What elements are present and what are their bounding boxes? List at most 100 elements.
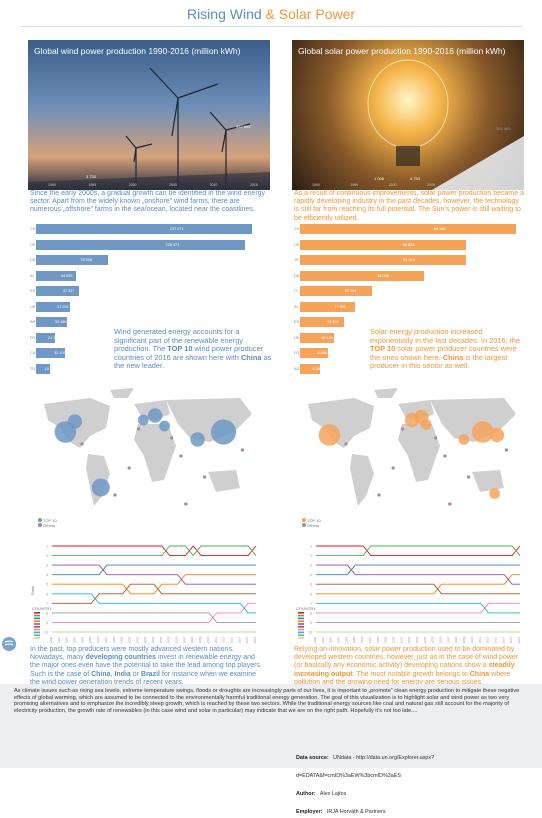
wind-callout-text-3: as the new leader. xyxy=(114,352,272,371)
legend-swatch xyxy=(34,620,40,622)
year-tick-label: 2016 xyxy=(517,636,521,643)
solar-panel-start-value: 1 006 xyxy=(374,176,385,181)
panel-axis-tick: 2005 xyxy=(169,183,177,187)
land-mass xyxy=(472,470,504,492)
year-tick-label: 1999 xyxy=(384,636,388,643)
rank-series-line xyxy=(52,593,256,614)
bar xyxy=(300,363,321,374)
year-tick-label: 1998 xyxy=(112,636,116,643)
legend-swatch xyxy=(298,628,304,631)
panel-axis-tick: 2010 xyxy=(465,183,474,187)
rank-tick-label: 7 xyxy=(310,602,312,606)
legend-dot-top10 xyxy=(38,518,42,522)
rank-tick-label: 2 xyxy=(46,554,48,558)
bar xyxy=(300,255,467,265)
bar-category-label: FR xyxy=(30,335,36,340)
solar-outro-3: where pollution and the growing need for… xyxy=(294,670,511,686)
year-tick-label: 2008 xyxy=(190,636,194,643)
rank-series-line xyxy=(52,564,256,576)
legend-swatch xyxy=(34,634,40,636)
legend-dot-top10 xyxy=(302,518,306,522)
wind-callout: Wind generated energy accounts for a sig… xyxy=(114,327,274,371)
map-bubble xyxy=(159,420,170,432)
year-tick-label: 2005 xyxy=(167,636,171,643)
wind-outro-bold-1: developing countries xyxy=(85,654,157,662)
map-bubble xyxy=(489,488,500,499)
rank-tick-label: 4 xyxy=(310,573,312,577)
year-tick-label: 2009 xyxy=(198,636,202,643)
rank-series-line xyxy=(52,612,256,623)
legend-swatch xyxy=(34,626,40,628)
legend-swatch xyxy=(298,617,304,620)
year-tick-label: 2010 xyxy=(206,636,210,643)
rank-series-line xyxy=(316,602,520,614)
bar-category-label: US xyxy=(30,242,36,247)
bar-value-label: 47 337 xyxy=(62,289,75,293)
legend-swatch xyxy=(34,617,40,620)
year-tick-label: 2000 xyxy=(391,636,395,643)
bar xyxy=(300,270,425,281)
map-bubble-other xyxy=(400,427,405,431)
year-tick-label: 2006 xyxy=(439,636,443,643)
rank-series-line xyxy=(52,583,256,604)
map-bubble-other xyxy=(203,475,207,479)
map-bubble xyxy=(91,478,110,497)
map-bubble-other xyxy=(184,502,188,506)
map-bubble xyxy=(458,434,470,445)
rank-tick-label: 6 xyxy=(310,592,312,596)
year-tick-label: 2007 xyxy=(446,636,450,643)
year-tick-label: 1994 xyxy=(80,636,84,643)
rank-series-line xyxy=(316,545,521,557)
legend-dot-others xyxy=(38,523,42,527)
legend-swatch xyxy=(34,612,40,614)
bar-category-label: BR xyxy=(30,320,36,324)
year-tick-label: 1992 xyxy=(65,636,69,643)
wind-top10-bar-chart: CN 237 071 US 229 471 DE 78 598 IN 44 005 ES 47 3… xyxy=(30,224,260,384)
wind-callout-text-1: Wind generated energy accounts for a sig… xyxy=(114,327,244,354)
rank-tick-label: 8 xyxy=(310,611,312,615)
panel-axis-tick: 1990 xyxy=(312,183,320,187)
bar-value-label: 229 471 xyxy=(165,242,180,247)
solar-legend-others: Others xyxy=(307,523,320,528)
bar xyxy=(300,239,466,250)
bar-value-label: 6 209 xyxy=(312,366,323,371)
rank-series-line xyxy=(316,564,520,585)
wind-outro-bold-4: Brazil xyxy=(140,670,160,678)
bar-category-label: UK xyxy=(30,304,36,309)
year-tick-label: 1993 xyxy=(337,636,341,643)
map-bubble-other xyxy=(448,502,452,506)
employer-label: Employer: xyxy=(296,809,323,815)
solar-bump-legend-title: COUNTRY xyxy=(296,606,316,611)
map-bubble-other xyxy=(127,466,131,470)
rank-tick-label: 6 xyxy=(46,592,48,596)
bar-category-label: FR xyxy=(294,351,300,355)
bar-value-label: 237 071 xyxy=(169,227,184,231)
legend-swatch xyxy=(298,631,304,634)
legend-swatch xyxy=(298,612,304,614)
map-bubble-other xyxy=(136,427,141,431)
bar-value-label: 32 100 xyxy=(54,351,66,355)
solar-intro-text: As a result of continuous improvements, … xyxy=(294,190,524,222)
year-tick-label: 1997 xyxy=(104,636,108,643)
bar xyxy=(300,348,329,358)
light-bulb-icon xyxy=(367,59,524,190)
solar-panel-end-value: 393 983 xyxy=(496,126,511,131)
wind-map-svg xyxy=(44,388,252,506)
year-tick-label: 2009 xyxy=(462,636,466,643)
rank-tick-label: 10 xyxy=(44,631,48,635)
footer-band xyxy=(0,684,542,768)
panel-axis-tick: 2000 xyxy=(388,183,397,187)
wind-rank-bump-chart: 1 2 3 4 5 6 7 8 9 10 1990 1991 1992 1993 1994 1995 1996 1… xyxy=(30,540,270,644)
map-bubble xyxy=(318,424,341,446)
wind-outro-1: In the past, top producers were mostly a… xyxy=(30,646,234,662)
wind-waves-icon xyxy=(4,640,14,646)
bar-value-label: 8 658 xyxy=(317,351,328,355)
solar-top10-bar-chart: CN 66 188 US 50 803 JP 51 019 DE 38 098 IT 22 104… xyxy=(294,224,524,384)
bar-value-label: 50 803 xyxy=(402,242,415,247)
bar xyxy=(36,348,66,358)
bar-category-label: IN xyxy=(30,273,34,278)
legend-swatch xyxy=(34,623,40,625)
map-bubble-other xyxy=(377,493,381,497)
